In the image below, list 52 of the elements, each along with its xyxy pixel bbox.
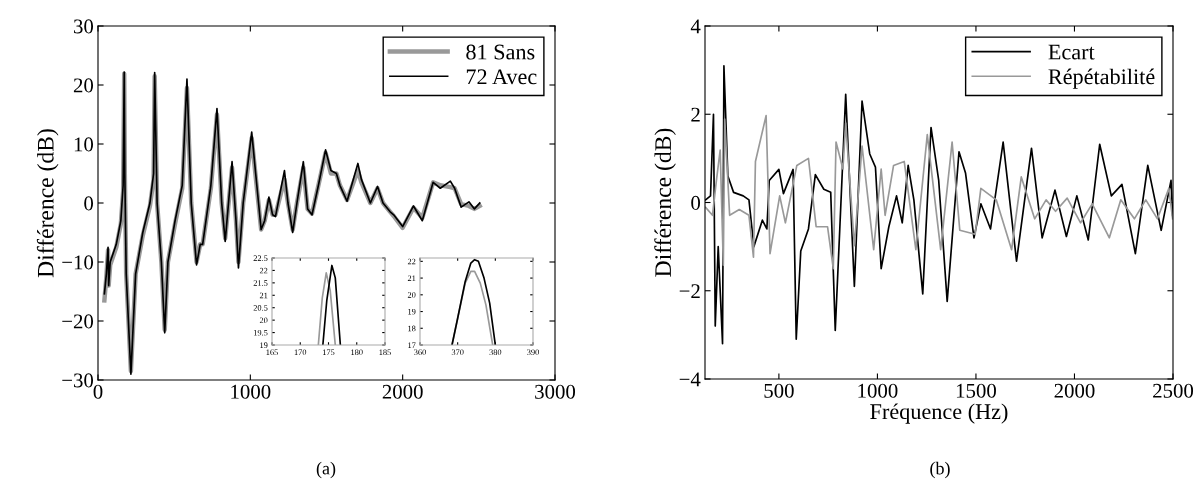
y-tick-label: 19: [408, 308, 416, 315]
y-tick-label: 19: [260, 342, 268, 348]
y-tick-label: 19.5: [253, 329, 268, 336]
y-tick-label: −20: [62, 314, 94, 329]
y-tick-label: 20: [73, 78, 94, 93]
y-tick-label: 21: [259, 292, 268, 299]
x-axis-title: Fréquence (Hz): [870, 403, 1008, 424]
x-tick-label: 2000: [382, 384, 423, 399]
legend-label: Ecart: [1048, 44, 1095, 60]
x-tick-label: 1500: [956, 383, 996, 398]
legend-label: 81 Sans: [466, 44, 535, 60]
x-tick-label: 180: [351, 349, 363, 356]
y-tick-label: 20.5: [253, 305, 268, 311]
y-tick-label: 2: [691, 107, 700, 122]
y-tick-label: 22: [407, 258, 416, 265]
x-tick-label: 170: [294, 349, 307, 356]
x-tick-label: 370: [451, 349, 464, 356]
y-tick-label: 22: [259, 267, 268, 274]
x-tick-label: 2500: [1153, 383, 1194, 398]
y-tick-label: 30: [74, 19, 94, 34]
y-axis-title: Différence (dB): [36, 129, 59, 278]
y-tick-label: 21.5: [253, 280, 268, 286]
y-tick-label: 17: [408, 342, 416, 348]
y-tick-label: −2: [679, 284, 700, 298]
legend-label: Répétabilité: [1048, 68, 1155, 89]
x-tick-label: 3000: [535, 384, 576, 399]
y-tick-label: −4: [679, 372, 701, 387]
y-tick-label: 20: [407, 292, 416, 298]
text: (b): [930, 461, 950, 479]
x-tick-label: 390: [527, 349, 539, 356]
y-tick-label: 21: [407, 275, 416, 281]
x-tick-label: 165: [266, 349, 278, 356]
x-tick-label: 175: [322, 349, 335, 356]
x-tick-label: 380: [489, 349, 502, 356]
y-axis-title: Différence (dB): [654, 128, 676, 277]
x-tick-label: 360: [414, 349, 426, 356]
x-tick-label: 2000: [1054, 383, 1095, 398]
x-tick-label: 185: [379, 349, 391, 356]
text: (a): [316, 461, 336, 479]
y-tick-label: 20: [259, 317, 268, 324]
y-tick-label: −30: [62, 373, 94, 388]
legend-label: 72 Avec: [466, 69, 537, 85]
x-tick-label: 500: [764, 383, 794, 398]
y-tick-label: 0: [84, 196, 94, 211]
x-tick-label: 1000: [231, 384, 271, 399]
y-tick-label: 10: [74, 137, 94, 152]
y-tick-label: 0: [691, 195, 701, 210]
x-tick-label: 1000: [858, 383, 898, 398]
y-tick-label: 18: [408, 325, 416, 332]
y-tick-label: −10: [62, 255, 94, 270]
y-tick-label: 22.5: [253, 255, 268, 262]
y-tick-label: 4: [690, 19, 701, 34]
